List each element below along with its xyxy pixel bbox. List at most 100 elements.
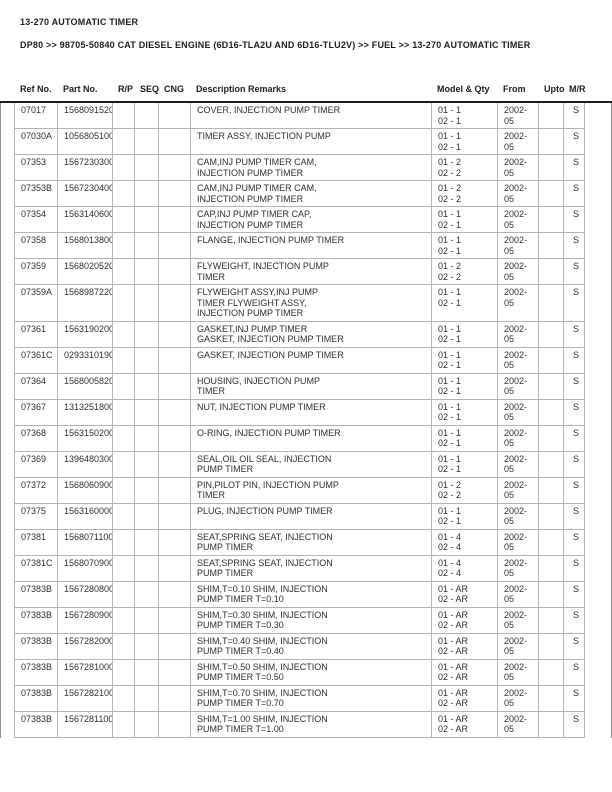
cell-ref-no: 07375 bbox=[14, 502, 58, 530]
cell-cng bbox=[158, 206, 191, 233]
cell-description: FLANGE, INJECTION PUMP TIMER bbox=[190, 232, 432, 259]
cell-mr: S bbox=[563, 476, 585, 504]
table-row: 07358 1568013800 FLANGE, INJECTION PUMP … bbox=[14, 232, 585, 259]
cell-model-qty: 01 - 1 02 - 1 bbox=[431, 372, 498, 400]
breadcrumb: DP80 >> 98705-50840 CAT DIESEL ENGINE (6… bbox=[20, 40, 531, 50]
cell-seq bbox=[134, 606, 159, 634]
cell-rp bbox=[112, 103, 135, 129]
cell-model-qty: 01 - 2 02 - 2 bbox=[431, 258, 498, 285]
cell-part-no: 1567281100 bbox=[57, 710, 113, 738]
cell-upto bbox=[538, 658, 564, 686]
cell-upto bbox=[538, 606, 564, 634]
cell-rp bbox=[112, 710, 135, 738]
cell-upto bbox=[538, 632, 564, 660]
cell-seq bbox=[134, 528, 159, 556]
cell-description: CAM,INJ PUMP TIMER CAM, INJECTION PUMP T… bbox=[190, 154, 432, 181]
cell-part-no: 1313251800 bbox=[57, 398, 113, 426]
table-row: 07017 1568091520 COVER, INJECTION PUMP T… bbox=[14, 103, 585, 129]
cell-part-no: 1396480300 bbox=[57, 450, 113, 478]
cell-model-qty: 01 - 1 02 - 1 bbox=[431, 450, 498, 478]
cell-ref-no: 07383B bbox=[14, 684, 58, 712]
cell-upto bbox=[538, 684, 564, 712]
cell-mr: S bbox=[563, 658, 585, 686]
cell-description: SHIM,T=0.10 SHIM, INJECTION PUMP TIMER T… bbox=[190, 580, 432, 608]
cell-seq bbox=[134, 580, 159, 608]
cell-description: COVER, INJECTION PUMP TIMER bbox=[190, 103, 432, 129]
cell-cng bbox=[158, 346, 191, 374]
cell-from: 2002-05 bbox=[497, 320, 539, 348]
cell-cng bbox=[158, 258, 191, 285]
column-header-m-r: M/R bbox=[569, 84, 586, 94]
cell-mr: S bbox=[563, 528, 585, 556]
cell-model-qty: 01 - AR 02 - AR bbox=[431, 580, 498, 608]
cell-model-qty: 01 - 2 02 - 2 bbox=[431, 180, 498, 207]
cell-mr: S bbox=[563, 103, 585, 129]
cell-ref-no: 07381C bbox=[14, 554, 58, 582]
cell-upto bbox=[538, 128, 564, 155]
cell-part-no: 1567230300 bbox=[57, 154, 113, 181]
cell-upto bbox=[538, 580, 564, 608]
cell-from: 2002-05 bbox=[497, 398, 539, 426]
cell-ref-no: 07383B bbox=[14, 632, 58, 660]
cell-from: 2002-05 bbox=[497, 128, 539, 155]
cell-description: SEAT,SPRING SEAT, INJECTION PUMP TIMER bbox=[190, 528, 432, 556]
cell-mr: S bbox=[563, 346, 585, 374]
cell-from: 2002-05 bbox=[497, 658, 539, 686]
cell-upto bbox=[538, 372, 564, 400]
cell-seq bbox=[134, 502, 159, 530]
cell-part-no: 1567280900 bbox=[57, 606, 113, 634]
cell-rp bbox=[112, 606, 135, 634]
cell-ref-no: 07361 bbox=[14, 320, 58, 348]
cell-cng bbox=[158, 580, 191, 608]
table-wrapper: 07017 1568091520 COVER, INJECTION PUMP T… bbox=[0, 103, 612, 738]
cell-model-qty: 01 - 2 02 - 2 bbox=[431, 154, 498, 181]
cell-ref-no: 07383B bbox=[14, 658, 58, 686]
cell-description: O-RING, INJECTION PUMP TIMER bbox=[190, 424, 432, 452]
cell-rp bbox=[112, 258, 135, 285]
cell-from: 2002-05 bbox=[497, 284, 539, 322]
cell-from: 2002-05 bbox=[497, 632, 539, 660]
cell-rp bbox=[112, 528, 135, 556]
cell-upto bbox=[538, 528, 564, 556]
cell-ref-no: 07361C bbox=[14, 346, 58, 374]
cell-rp bbox=[112, 346, 135, 374]
table-row: 07367 1313251800 NUT, INJECTION PUMP TIM… bbox=[14, 398, 585, 426]
cell-rp bbox=[112, 206, 135, 233]
cell-model-qty: 01 - AR 02 - AR bbox=[431, 658, 498, 686]
cell-mr: S bbox=[563, 128, 585, 155]
cell-part-no: 1568987220 bbox=[57, 284, 113, 322]
column-header-from: From bbox=[503, 84, 526, 94]
cell-upto bbox=[538, 450, 564, 478]
cell-description: SHIM,T=0.30 SHIM, INJECTION PUMP TIMER T… bbox=[190, 606, 432, 634]
cell-mr: S bbox=[563, 154, 585, 181]
cell-seq bbox=[134, 346, 159, 374]
cell-from: 2002-05 bbox=[497, 450, 539, 478]
column-header-r-p: R/P bbox=[118, 84, 134, 94]
cell-mr: S bbox=[563, 450, 585, 478]
cell-mr: S bbox=[563, 606, 585, 634]
cell-from: 2002-05 bbox=[497, 502, 539, 530]
cell-seq bbox=[134, 632, 159, 660]
table-row: 07369 1396480300 SEAL,OIL OIL SEAL, INJE… bbox=[14, 450, 585, 478]
cell-part-no: 1056805100 bbox=[57, 128, 113, 155]
table-row: 07383B 1567280900 SHIM,T=0.30 SHIM, INJE… bbox=[14, 606, 585, 634]
cell-mr: S bbox=[563, 424, 585, 452]
column-header-part-no: Part No. bbox=[63, 84, 98, 94]
cell-rp bbox=[112, 580, 135, 608]
cell-ref-no: 07372 bbox=[14, 476, 58, 504]
cell-cng bbox=[158, 284, 191, 322]
column-header-seq: SEQ bbox=[140, 84, 160, 94]
parts-table: 07017 1568091520 COVER, INJECTION PUMP T… bbox=[14, 103, 585, 738]
cell-seq bbox=[134, 554, 159, 582]
cell-description: SHIM,T=0.50 SHIM, INJECTION PUMP TIMER T… bbox=[190, 658, 432, 686]
cell-ref-no: 07383B bbox=[14, 606, 58, 634]
cell-part-no: 1568071100 bbox=[57, 528, 113, 556]
cell-from: 2002-05 bbox=[497, 580, 539, 608]
table-row: 07375 1563160000 PLUG, INJECTION PUMP TI… bbox=[14, 502, 585, 530]
cell-cng bbox=[158, 372, 191, 400]
cell-upto bbox=[538, 320, 564, 348]
table-row: 07353 1567230300 CAM,INJ PUMP TIMER CAM,… bbox=[14, 154, 585, 181]
cell-cng bbox=[158, 476, 191, 504]
table-row: 07030A 1056805100 TIMER ASSY, INJECTION … bbox=[14, 128, 585, 155]
cell-mr: S bbox=[563, 502, 585, 530]
